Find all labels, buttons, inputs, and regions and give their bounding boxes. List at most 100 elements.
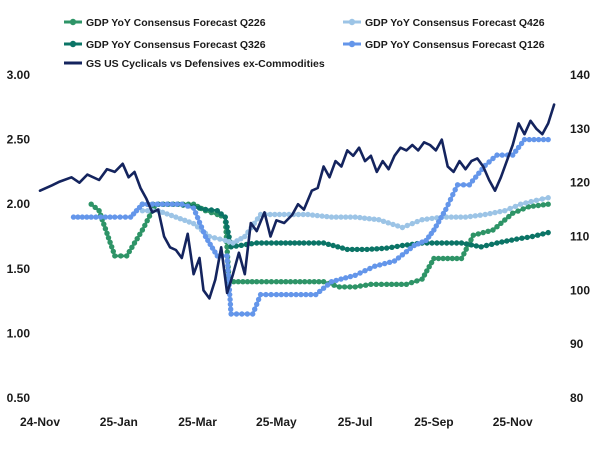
x-axis: 24-Nov 25-Jan 25-Mar 25-May 25-Jul 25-Sep 25-N… xyxy=(20,415,533,429)
series-point xyxy=(164,211,170,217)
series-point xyxy=(386,259,393,265)
series-point xyxy=(545,201,551,207)
left-axis-tick-label: 1.50 xyxy=(7,262,31,276)
series-point xyxy=(531,136,537,143)
series-point xyxy=(311,240,317,246)
series-point xyxy=(398,281,405,287)
series-point xyxy=(490,155,496,162)
series-point xyxy=(507,205,513,212)
series-point xyxy=(319,213,325,219)
series-point xyxy=(347,214,354,220)
left-axis-tick-label: 3.00 xyxy=(7,68,31,82)
series-point xyxy=(460,182,467,188)
legend-swatch-marker xyxy=(348,18,356,26)
series-point xyxy=(452,187,458,193)
series-point xyxy=(448,214,454,220)
legend-entry: GDP YoY Consensus Forecast Q426 xyxy=(343,17,545,29)
series-point xyxy=(278,240,284,246)
series-point xyxy=(263,279,270,285)
series-point xyxy=(137,231,143,237)
series-point xyxy=(276,211,283,218)
series-point xyxy=(320,279,327,285)
series-point xyxy=(129,244,135,250)
series-point xyxy=(250,311,256,317)
series-point xyxy=(107,214,113,220)
series-point xyxy=(429,240,435,246)
series-point xyxy=(309,212,316,218)
series-point xyxy=(225,229,231,235)
series-point xyxy=(384,281,390,287)
series-point xyxy=(463,241,470,247)
series-point xyxy=(316,279,322,285)
series-point xyxy=(359,246,365,253)
series-point xyxy=(295,211,302,218)
series-point xyxy=(388,281,395,287)
series-point xyxy=(208,207,215,213)
series-point xyxy=(535,202,541,209)
series-point xyxy=(399,252,406,258)
legend-entry: GDP YoY Consensus Forecast Q226 xyxy=(64,17,266,29)
series-point xyxy=(306,279,313,285)
series-point xyxy=(333,277,339,284)
series-point xyxy=(499,152,505,158)
series-point xyxy=(523,200,529,206)
series-point xyxy=(75,214,81,220)
series-point xyxy=(102,214,109,220)
series-point xyxy=(364,246,370,253)
series-point xyxy=(194,224,201,230)
series-point xyxy=(320,285,327,291)
series-point xyxy=(354,246,360,253)
series-point xyxy=(424,268,430,274)
series-point xyxy=(139,201,146,207)
series-point xyxy=(335,244,341,250)
series-point xyxy=(444,240,450,246)
series-point xyxy=(338,276,344,282)
series-point xyxy=(476,170,482,176)
series-point xyxy=(112,214,118,220)
series-point xyxy=(325,241,332,247)
series-point xyxy=(194,214,201,221)
series-point xyxy=(458,214,464,220)
x-axis-tick-label: 25-Jan xyxy=(100,415,138,429)
series-point xyxy=(504,238,510,244)
series-point xyxy=(382,260,388,267)
series-point xyxy=(419,217,425,223)
series-point xyxy=(196,219,203,225)
series-point xyxy=(292,240,298,246)
legend-label: GDP YoY Consensus Forecast Q326 xyxy=(86,39,266,51)
series-point xyxy=(244,279,251,285)
series-point xyxy=(205,237,211,244)
series-point xyxy=(330,242,336,249)
series-point xyxy=(443,214,450,220)
series-point xyxy=(529,233,536,240)
series-point xyxy=(79,214,86,220)
series-point xyxy=(376,217,382,223)
right-axis-tick-label: 110 xyxy=(570,230,590,244)
series-point xyxy=(483,242,490,249)
series-point xyxy=(164,201,170,207)
series-point xyxy=(403,281,410,287)
series-point xyxy=(404,242,410,248)
series-point xyxy=(414,218,420,225)
series-point xyxy=(278,291,284,298)
series-point xyxy=(316,240,322,246)
series-point xyxy=(296,240,302,246)
series-point xyxy=(98,214,104,220)
legend-label: GDP YoY Consensus Forecast Q226 xyxy=(86,17,266,29)
series-point xyxy=(373,281,379,287)
series-point xyxy=(467,213,474,220)
series-point xyxy=(248,241,255,247)
series-point xyxy=(539,196,545,202)
series-point xyxy=(419,276,425,282)
series-point xyxy=(159,201,165,207)
series-point xyxy=(267,211,273,218)
series-point xyxy=(328,279,335,285)
series-point xyxy=(190,220,197,227)
series-point xyxy=(192,210,199,216)
series-point xyxy=(186,219,192,225)
series-point xyxy=(142,222,148,229)
series-point xyxy=(424,216,430,222)
series-point xyxy=(301,240,307,246)
series-point xyxy=(225,262,231,269)
series-point xyxy=(494,152,500,158)
